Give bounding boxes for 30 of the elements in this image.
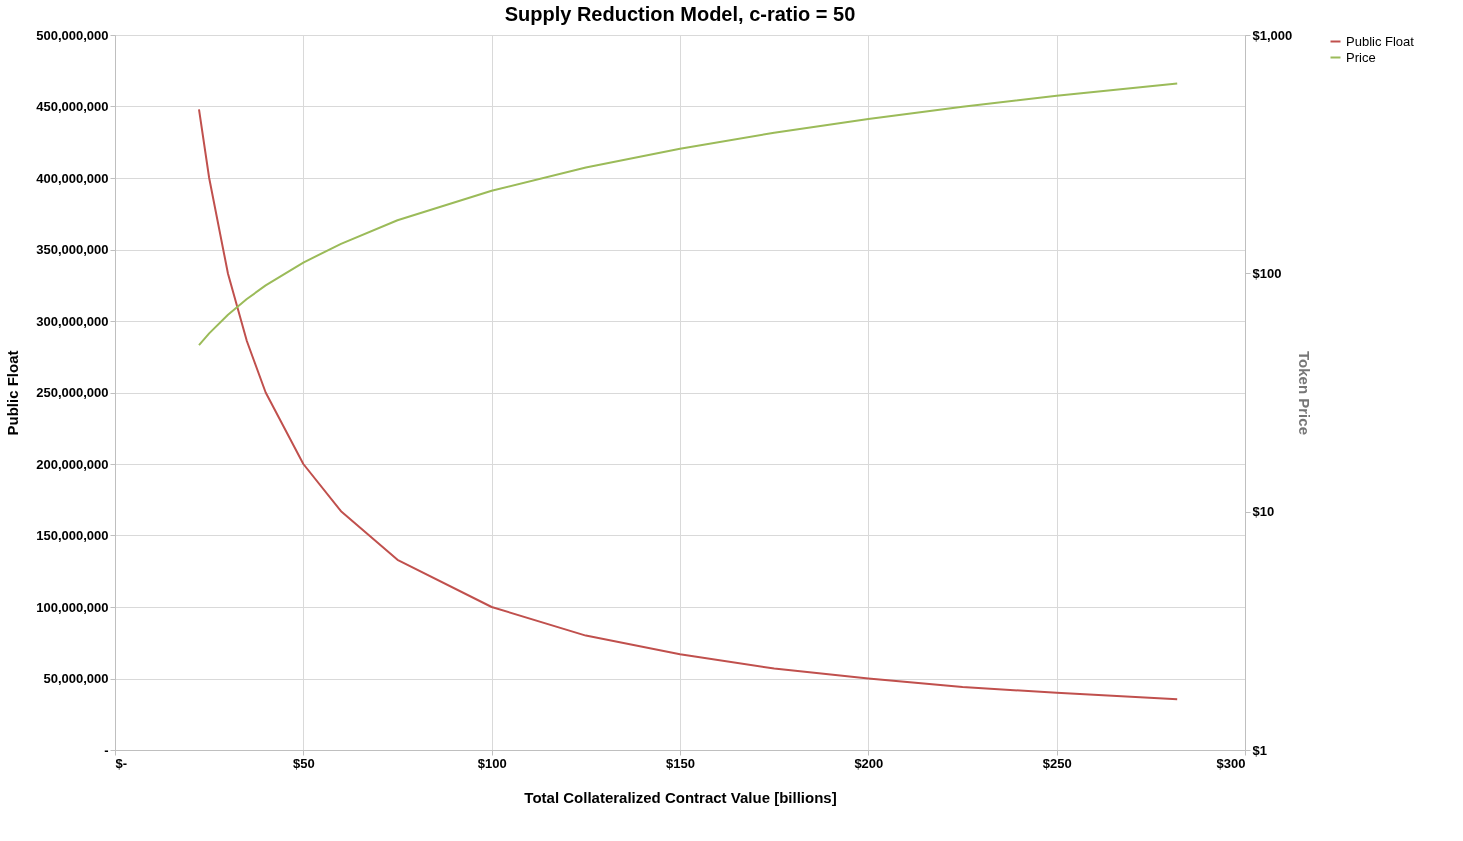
- legend-label: Public Float: [1346, 33, 1415, 49]
- y-tick-label: 400,000,000: [36, 170, 109, 186]
- x-tick-label: $250: [1042, 755, 1072, 771]
- y2-tick-label: $10: [1252, 504, 1275, 520]
- y-tick-label: 450,000,000: [36, 99, 109, 114]
- y-tick-label: 100,000,000: [36, 599, 109, 615]
- y-tick-label: 200,000,000: [36, 456, 109, 472]
- line-series: [198, 82, 1179, 347]
- x-tick-label: $-: [115, 755, 128, 771]
- y-axis-title: Public Float: [4, 350, 22, 436]
- y-tick-label: 250,000,000: [36, 385, 109, 400]
- x-tick-label: $100: [477, 755, 507, 771]
- x-tick-label: $150: [666, 755, 695, 771]
- x-tick-label: $200: [854, 755, 884, 771]
- y2-tick-label: $1: [1252, 742, 1267, 758]
- y2-tick-label: $100: [1252, 265, 1282, 281]
- y-tick-label: 50,000,000: [43, 671, 109, 686]
- y-tick-label: 150,000,000: [36, 528, 109, 543]
- line-series: [198, 108, 1179, 701]
- x-axis-title: Total Collateralized Contract Value [billions]: [524, 788, 837, 806]
- y-tick-label: 500,000,000: [36, 27, 109, 43]
- x-tick-label: $300: [1216, 755, 1246, 771]
- y-tick-label: 350,000,000: [36, 242, 109, 257]
- chart-title: Supply Reduction Model, c-ratio = 50: [504, 3, 856, 25]
- y-tick-label: 300,000,000: [36, 313, 109, 329]
- y2-tick-label: $1,000: [1252, 27, 1293, 43]
- legend-label: Price: [1346, 49, 1376, 65]
- y2-axis-title: Token Price: [1296, 351, 1314, 435]
- x-tick-label: $50: [292, 755, 315, 771]
- y-tick-label: -: [104, 742, 109, 758]
